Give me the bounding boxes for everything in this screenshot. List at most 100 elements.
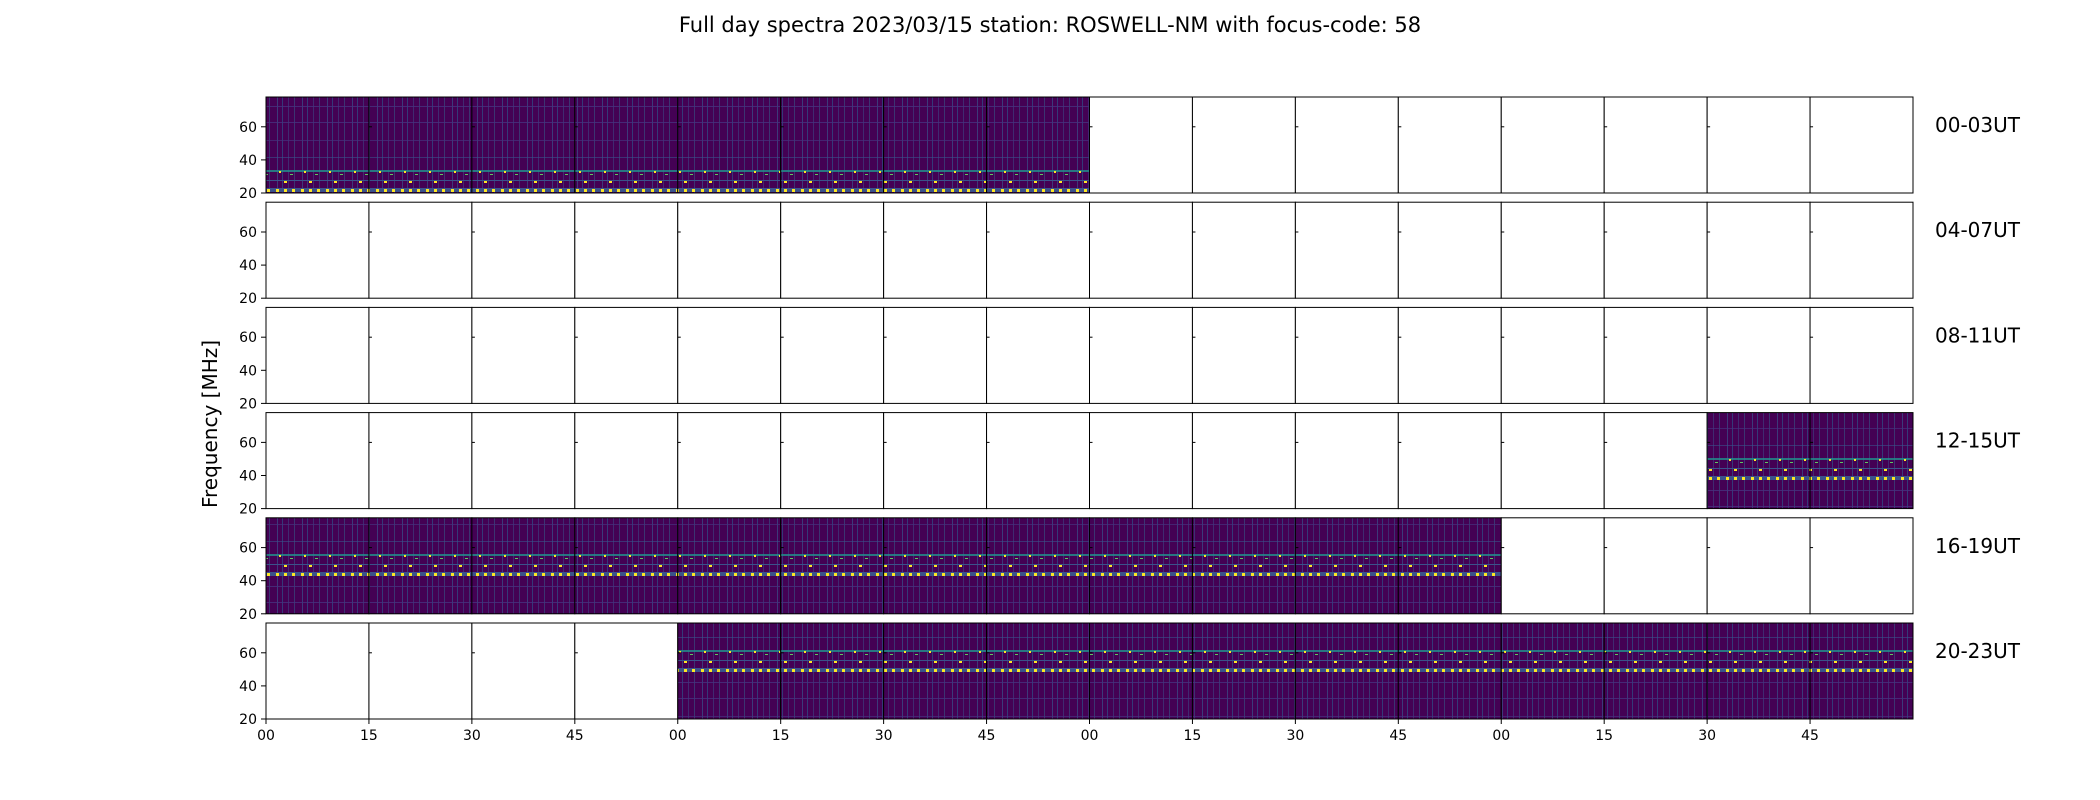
spectrum-panel xyxy=(1294,517,1399,615)
x-tick-label: 30 xyxy=(463,728,481,744)
spectra-row: 20 40 60 00-03UT xyxy=(239,96,2021,202)
empty-panel xyxy=(1500,306,1605,404)
spectrum-panel xyxy=(986,96,1090,194)
empty-panel xyxy=(1809,96,1914,194)
empty-panel xyxy=(1089,412,1193,510)
spectrum-panel xyxy=(780,96,885,194)
empty-panel xyxy=(265,412,370,510)
empty-panel xyxy=(368,622,473,720)
empty-panel xyxy=(471,412,576,510)
empty-panel xyxy=(780,306,885,404)
empty-panel xyxy=(677,306,782,404)
empty-panel xyxy=(986,201,1090,299)
y-tick-label: 20 xyxy=(239,607,257,623)
row-time-label: 08-11UT xyxy=(1935,323,2021,347)
empty-panel xyxy=(471,622,576,720)
empty-panel xyxy=(1397,96,1502,194)
empty-panel xyxy=(1500,517,1605,615)
x-tick-label: 45 xyxy=(1801,728,1819,744)
empty-panel xyxy=(1706,96,1811,194)
spectra-row: 20 40 60 08-11UT xyxy=(239,306,2021,412)
empty-panel xyxy=(1397,201,1502,299)
y-tick-label: 40 xyxy=(239,574,257,590)
spectrum-panel xyxy=(1809,622,1914,720)
empty-panel xyxy=(780,412,885,510)
y-tick-label: 20 xyxy=(239,712,257,728)
row-time-label: 00-03UT xyxy=(1935,113,2021,137)
y-tick-label: 40 xyxy=(239,468,257,484)
spectrum-panel xyxy=(574,517,679,615)
empty-panel xyxy=(1500,412,1605,510)
empty-panel xyxy=(574,201,679,299)
y-tick-label: 40 xyxy=(239,258,257,274)
empty-panel xyxy=(677,412,782,510)
empty-panel xyxy=(677,201,782,299)
spectrum-panel xyxy=(677,96,782,194)
empty-panel xyxy=(265,306,370,404)
y-tick-label: 60 xyxy=(239,541,257,557)
empty-panel xyxy=(1294,306,1399,404)
y-tick-label: 20 xyxy=(239,186,257,202)
empty-panel xyxy=(1191,201,1296,299)
spectra-row: 20 40 60 04-07UT xyxy=(239,201,2021,307)
spectrum-panel xyxy=(780,517,885,615)
empty-panel xyxy=(1706,517,1811,615)
y-tick-label: 40 xyxy=(239,153,257,169)
spectrum-panel xyxy=(883,622,988,720)
x-tick-label: 15 xyxy=(1184,728,1202,744)
empty-panel xyxy=(1809,201,1914,299)
x-tick-label: 15 xyxy=(1595,728,1613,744)
empty-panel xyxy=(368,412,473,510)
spectrum-panel xyxy=(1706,622,1811,720)
empty-panel xyxy=(780,201,885,299)
spectrum-panel xyxy=(986,517,1090,615)
empty-panel xyxy=(574,412,679,510)
x-axis-ticks: 00 15 30 45 00 15 30 45 00 15 30 45 00 15 30 45 xyxy=(257,719,1819,744)
empty-panel xyxy=(1706,306,1811,404)
y-tick-label: 60 xyxy=(239,435,257,451)
empty-panel xyxy=(1089,96,1193,194)
spectrum-panel xyxy=(1500,622,1605,720)
y-tick-label: 20 xyxy=(239,396,257,412)
empty-panel xyxy=(1603,96,1708,194)
spectrum-panel xyxy=(368,96,473,194)
spectrum-panel xyxy=(265,517,370,615)
spectrum-panel xyxy=(883,96,988,194)
empty-panel xyxy=(1191,412,1296,510)
spectrum-panel xyxy=(677,622,782,720)
empty-panel xyxy=(368,201,473,299)
x-tick-label: 00 xyxy=(669,728,687,744)
spectrum-panel xyxy=(1397,517,1502,615)
chart-title: Full day spectra 2023/03/15 station: ROS… xyxy=(679,13,1421,37)
y-tick-label: 60 xyxy=(239,330,257,346)
empty-panel xyxy=(1294,96,1399,194)
empty-panel xyxy=(1603,517,1708,615)
spectrum-panel xyxy=(1603,622,1708,720)
x-tick-label: 30 xyxy=(1286,728,1304,744)
y-tick-label: 20 xyxy=(239,502,257,518)
x-tick-label: 30 xyxy=(875,728,893,744)
spectrum-panel xyxy=(780,622,885,720)
spectrum-panel xyxy=(1089,622,1193,720)
empty-panel xyxy=(986,306,1090,404)
spectrum-panel xyxy=(574,96,679,194)
y-tick-label: 60 xyxy=(239,120,257,136)
x-tick-label: 45 xyxy=(978,728,996,744)
x-tick-label: 15 xyxy=(360,728,378,744)
empty-panel xyxy=(1603,201,1708,299)
empty-panel xyxy=(1089,306,1193,404)
empty-panel xyxy=(1500,96,1605,194)
empty-panel xyxy=(1500,201,1605,299)
empty-panel xyxy=(1397,412,1502,510)
x-tick-label: 00 xyxy=(1081,728,1099,744)
empty-panel xyxy=(883,306,988,404)
empty-panel xyxy=(1294,201,1399,299)
empty-panel xyxy=(1191,306,1296,404)
empty-panel xyxy=(471,306,576,404)
spectrum-panel xyxy=(1706,412,1811,510)
spectrum-panel xyxy=(471,517,576,615)
empty-panel xyxy=(883,201,988,299)
empty-panel xyxy=(574,622,679,720)
x-tick-label: 00 xyxy=(1492,728,1510,744)
